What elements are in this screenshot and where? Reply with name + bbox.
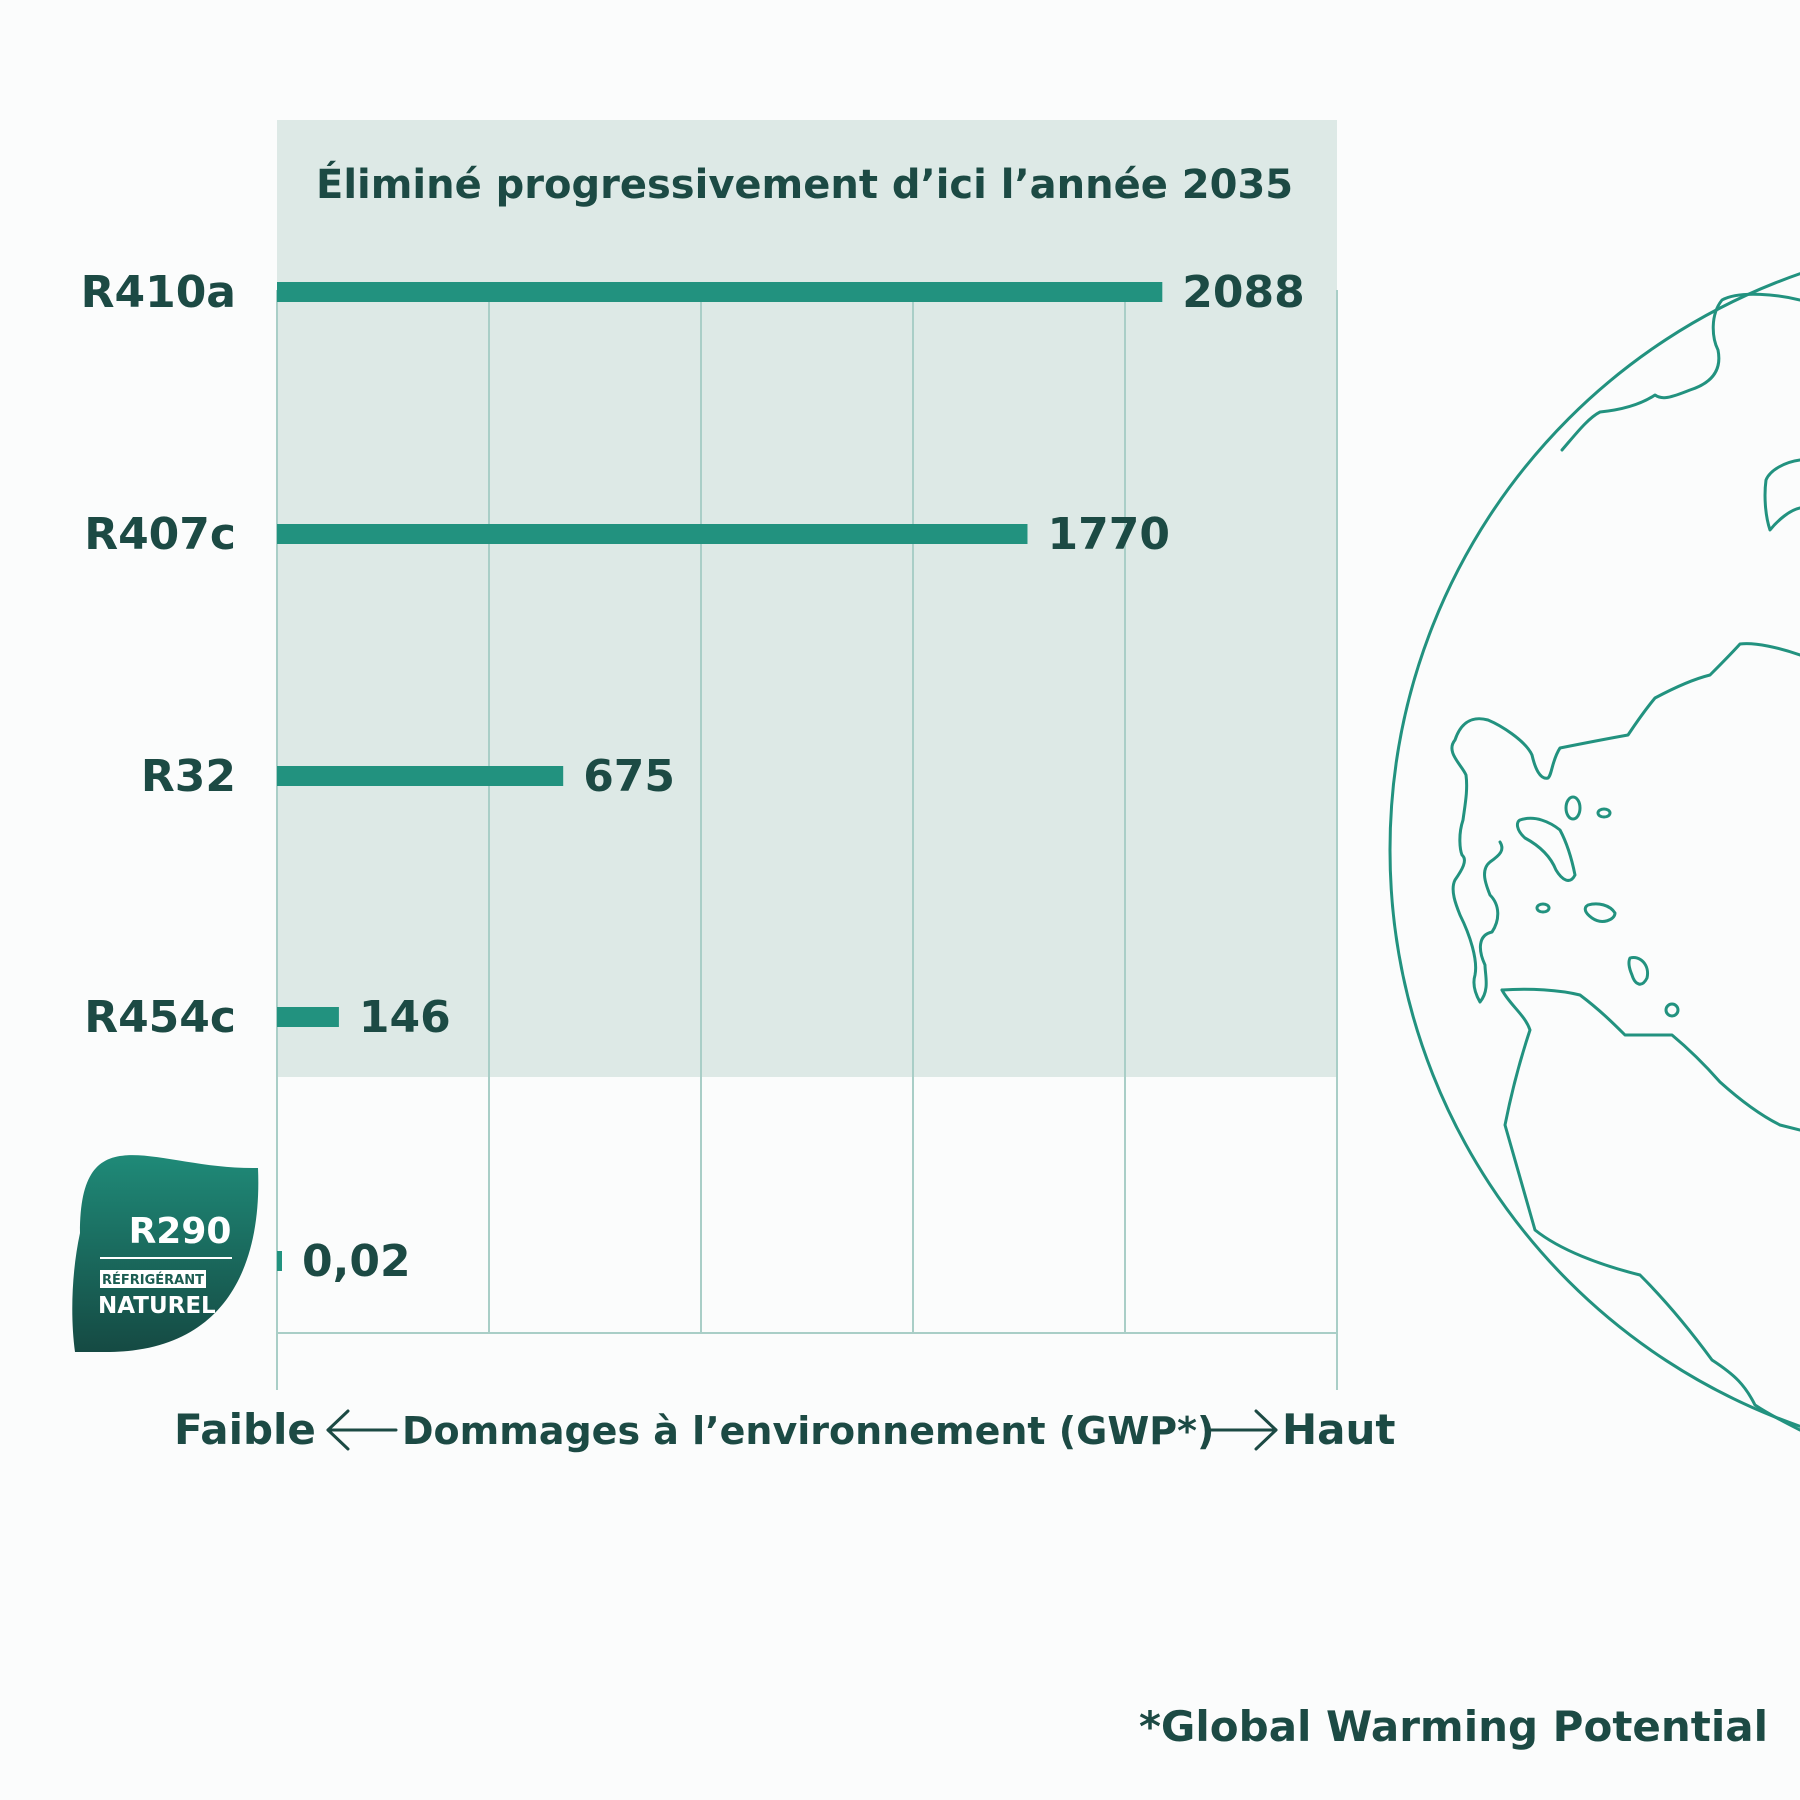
bar-r410a	[277, 282, 1163, 302]
value-label-r410a: 2088	[1182, 267, 1304, 318]
globe-icon	[1388, 272, 1800, 1432]
arrow-right-icon	[1207, 1409, 1278, 1451]
bars: 2088 R410a 1770 R407c 675 R32 146 R454c 0,02	[81, 267, 1305, 1287]
category-label-r32: R32	[141, 751, 236, 802]
badge-tag-background	[100, 1270, 206, 1288]
x-axis-title-group: Faible Dommages à l’environnement (GWP*)…	[174, 1405, 1395, 1454]
axis-high-label: Haut	[1282, 1405, 1395, 1454]
badge-refrigerant-name: R290	[129, 1211, 232, 1252]
phase-out-title: Éliminé progressivement d’ici l’année 20…	[316, 160, 1293, 208]
bar-r32	[277, 766, 564, 786]
gridlines	[276, 290, 1338, 1390]
value-label-r32: 675	[583, 751, 675, 802]
category-label-r410a: R410a	[81, 267, 236, 318]
leaf-badge-shape	[72, 1155, 259, 1352]
value-label-r290: 0,02	[302, 1236, 411, 1287]
phase-out-region	[277, 120, 1337, 1077]
bar-r454c	[277, 1007, 339, 1027]
badge-subtitle: NATUREL	[98, 1293, 216, 1319]
footnote: *Global Warming Potential	[1138, 1702, 1768, 1751]
bar-r290	[277, 1251, 282, 1271]
value-label-r454c: 146	[359, 992, 451, 1043]
arrow-left-icon	[326, 1409, 398, 1451]
value-label-r407c: 1770	[1047, 509, 1169, 560]
category-label-r454c: R454c	[84, 992, 236, 1043]
bar-r407c	[277, 524, 1028, 544]
axis-low-label: Faible	[174, 1405, 316, 1454]
natural-refrigerant-badge: R290 RÉFRIGÉRANT NATUREL	[72, 1155, 259, 1352]
badge-tag: RÉFRIGÉRANT	[102, 1272, 204, 1288]
category-label-r407c: R407c	[84, 509, 236, 560]
x-axis-title: Dommages à l’environnement (GWP*)	[402, 1409, 1214, 1453]
